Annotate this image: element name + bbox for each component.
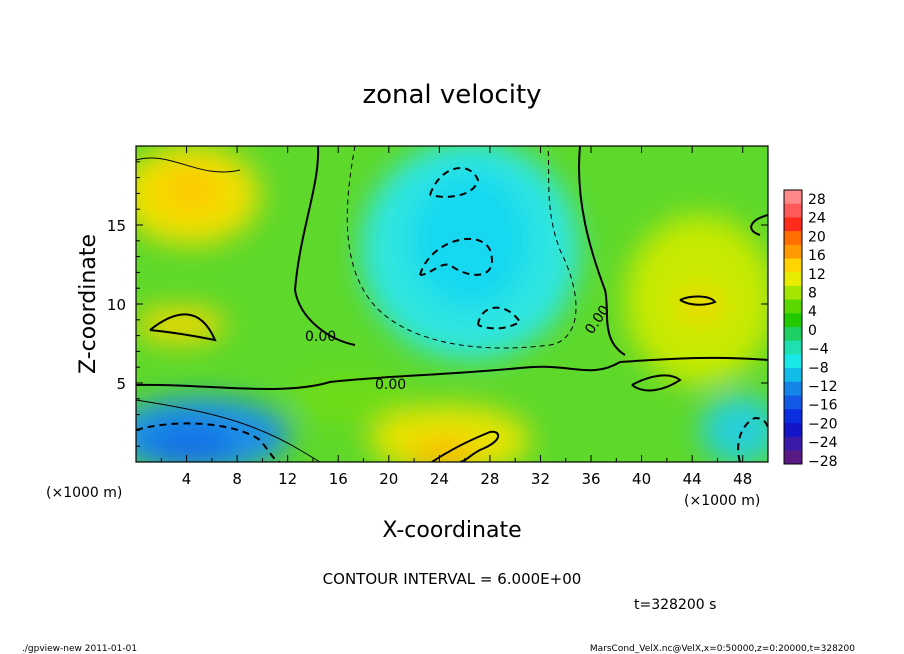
colorbar-tick-label: −28 (808, 454, 838, 470)
colorbar-swatch (784, 203, 802, 218)
heatmap-field (136, 146, 768, 462)
field-mid-lower (290, 375, 410, 425)
colorbar-swatch (784, 436, 802, 451)
colorbar-tick-label: −4 (808, 342, 829, 358)
colorbar-swatch (784, 217, 802, 232)
field-warm-lower-center (370, 405, 530, 462)
footer-right: MarsCond_VelX.nc@VelX,x=0:50000,z=0:2000… (590, 644, 855, 654)
field-cold-center (410, 170, 530, 310)
contour-thin-lower-left (136, 399, 321, 462)
contour-thin-upper-left (136, 157, 241, 173)
x-axis-ticks: 4 8 12 16 20 24 28 32 36 40 44 48 (160, 146, 752, 488)
x-tick-label: 16 (329, 470, 348, 488)
colorbar-swatch (784, 368, 802, 383)
colorbar-tick-label: 16 (808, 248, 826, 264)
colorbar-tick-label: −12 (808, 379, 838, 395)
y-tick-label: 5 (116, 375, 126, 393)
contour-lines (136, 146, 768, 462)
x-tick-label: 28 (480, 470, 499, 488)
colorbar-tick-label: −20 (808, 416, 838, 432)
x-axis-label: X-coordinate (382, 518, 521, 543)
colorbar-labels: 28 24 20 16 12 8 4 0 −4 −8 −12 −16 −20 −24 −28 (808, 192, 838, 470)
y-tick-label: 15 (107, 217, 126, 235)
footer-left: ./gpview-new 2011-01-01 (22, 644, 137, 654)
colorbar-tick-label: 12 (808, 267, 826, 283)
y-tick-label: 10 (107, 296, 126, 314)
x-tick-label: 24 (430, 470, 449, 488)
contour-edge-right (750, 214, 768, 236)
colorbar-swatch (784, 340, 802, 355)
contour-label-2: 0.00 (375, 377, 406, 393)
colorbar-swatch (784, 409, 802, 424)
field-warm-mid-left (136, 307, 225, 343)
colorbar-tick-label: 24 (808, 211, 826, 227)
time-label: t=328200 s (634, 597, 716, 613)
x-tick-label: 36 (581, 470, 600, 488)
contour-closed-right (679, 295, 717, 306)
colorbar-swatch (784, 313, 802, 328)
y-axis-label: Z-coordinate (76, 234, 101, 374)
x-tick-label: 20 (379, 470, 398, 488)
x-tick-label: 44 (683, 470, 702, 488)
contour-neg-center (419, 237, 493, 276)
colorbar-swatch (784, 231, 802, 246)
contour-thin-neg-center (346, 146, 577, 349)
contour-interval-label: CONTOUR INTERVAL = 6.000E+00 (323, 570, 582, 588)
field-cool-lower-right (700, 395, 768, 462)
colorbar-swatch (784, 299, 802, 314)
colorbar-tick-label: 0 (808, 323, 817, 339)
x-tick-label: 40 (632, 470, 651, 488)
colorbar-swatch (784, 258, 802, 273)
x-tick-label: 32 (531, 470, 550, 488)
x-tick-label: 48 (733, 470, 752, 488)
colorbar-tick-label: 4 (808, 304, 817, 320)
x-unit-label: (×1000 m) (684, 493, 760, 509)
contour-closed-lower-center (431, 430, 500, 462)
colorbar-tick-label: 20 (808, 229, 826, 245)
colorbar-swatch (784, 422, 802, 438)
contour-zero-right-vertical (578, 146, 626, 356)
y-axis-ticks: 5 10 15 (107, 161, 768, 447)
colorbar-swatch (784, 285, 802, 301)
contour-closed-left (149, 313, 217, 342)
colorbar-swatch (784, 190, 802, 205)
colorbar-swatch (784, 354, 802, 369)
colorbar-swatch (784, 381, 802, 396)
colorbar-swatch (784, 395, 802, 410)
contour-neg-upper-center (429, 167, 480, 198)
contour-neg-lower-right (737, 416, 768, 462)
x-tick-label: 4 (182, 470, 192, 488)
colorbar-tick-label: −8 (808, 360, 829, 376)
contour-closed-lower-right (631, 374, 682, 392)
contour-neg-center-low (477, 306, 522, 330)
colorbar (783, 189, 803, 465)
colorbar-swatch (784, 327, 802, 342)
y-unit-label: (×1000 m) (46, 485, 122, 501)
colorbar-swatch (784, 244, 802, 259)
contour-label-1: 0.00 (305, 329, 336, 345)
contour-zero-horizontal (136, 356, 768, 390)
field-core-lower-center (410, 441, 480, 462)
field-core-lower-left (145, 425, 235, 462)
chart-title: zonal velocity (362, 80, 541, 110)
contour-neg-lower-left (136, 422, 281, 462)
colorbar-swatch (784, 450, 802, 465)
colorbar-tick-label: −24 (808, 435, 838, 451)
colorbar-tick-label: 28 (808, 192, 826, 208)
x-tick-label: 8 (232, 470, 242, 488)
colorbar-tick-label: 8 (808, 286, 817, 302)
colorbar-swatch (784, 272, 802, 287)
contour-zero-left-vertical (293, 146, 356, 346)
x-tick-label: 12 (278, 470, 297, 488)
field-core-upper-left (160, 168, 220, 212)
colorbar-frame (783, 189, 803, 465)
colorbar-tick-label: −16 (808, 398, 838, 414)
